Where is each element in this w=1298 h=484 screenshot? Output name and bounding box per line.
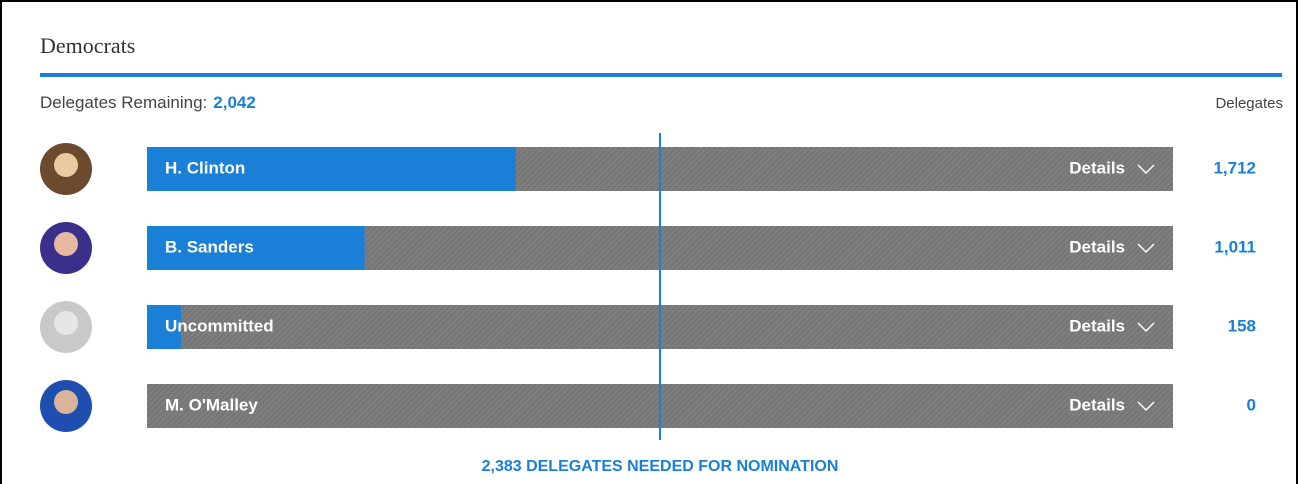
avatar-face <box>54 390 78 414</box>
avatar-face <box>54 232 78 256</box>
details-button[interactable]: Details <box>1069 237 1125 256</box>
bar <box>147 147 516 191</box>
bar <box>147 305 182 349</box>
avatar-face <box>54 311 78 335</box>
details-button[interactable]: Details <box>1069 316 1125 335</box>
avatar-face <box>54 153 78 177</box>
candidate-name: B. Sanders <box>165 237 254 256</box>
candidate-name: H. Clinton <box>165 158 245 177</box>
details-button[interactable]: Details <box>1069 395 1125 414</box>
threshold-label: 2,383 DELEGATES NEEDED FOR NOMINATION <box>482 458 839 475</box>
section-title: Democrats <box>40 33 135 58</box>
details-chevron <box>1137 164 1155 175</box>
details-button[interactable]: Details <box>1069 158 1125 177</box>
value-label: 1,011 <box>1214 237 1256 256</box>
details-chevron <box>1137 401 1155 412</box>
candidate-name: Uncommitted <box>165 316 274 335</box>
title-rule <box>40 73 1282 77</box>
details-chevron <box>1137 243 1155 254</box>
value-label: 158 <box>1228 316 1256 335</box>
remaining-text: Delegates Remaining: 2,042 <box>40 93 256 112</box>
value-label: 0 <box>1247 395 1256 414</box>
bar <box>147 226 365 270</box>
details-chevron <box>1137 322 1155 333</box>
column-header: Delegates <box>1215 95 1283 112</box>
remaining-label: Delegates Remaining: <box>40 93 207 112</box>
remaining-value: 2,042 <box>213 93 256 112</box>
candidate-name: M. O'Malley <box>165 395 258 414</box>
value-label: 1,712 <box>1213 158 1256 177</box>
